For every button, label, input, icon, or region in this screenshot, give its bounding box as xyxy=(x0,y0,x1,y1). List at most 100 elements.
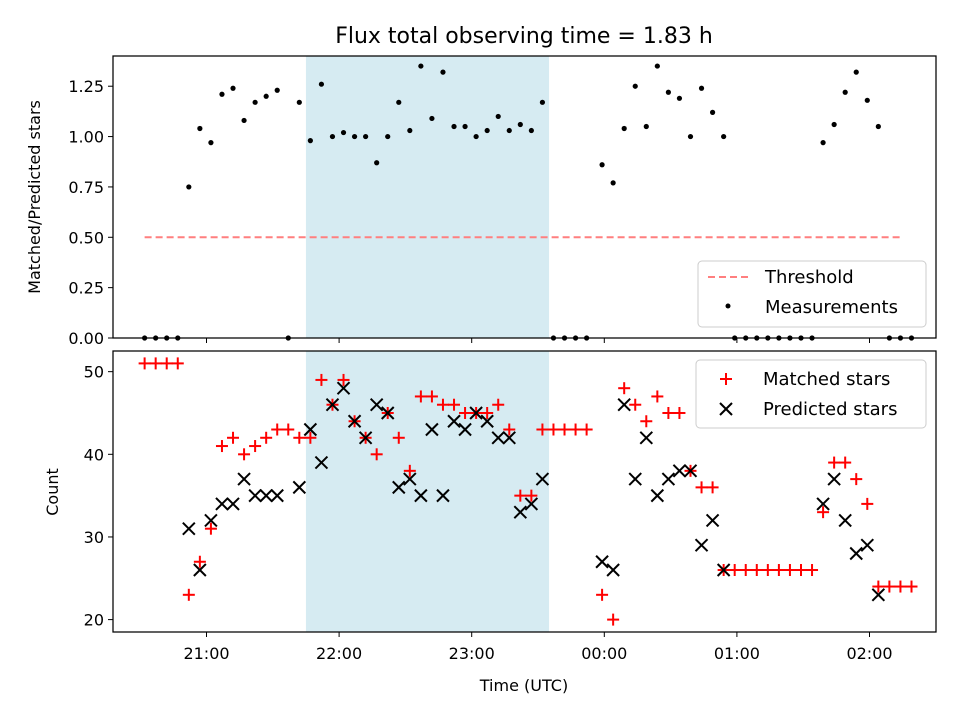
predicted-point xyxy=(259,488,273,503)
top-axes-frame xyxy=(112,55,937,339)
predicted-point xyxy=(204,513,218,528)
matched-point xyxy=(558,423,571,436)
measurement-point xyxy=(307,138,313,144)
measurement-point xyxy=(396,99,402,105)
predicted-point xyxy=(683,464,698,478)
matched-point xyxy=(640,415,653,428)
x-tick-label: 01:00 xyxy=(714,644,760,663)
matched-point xyxy=(618,382,631,395)
y-tick-label: 0.50 xyxy=(68,228,104,247)
top-y-axis-ticks: 0.00 0.25 0.50 0.75 1.00 1.25 xyxy=(68,77,113,348)
predicted-point xyxy=(436,488,450,503)
measurement-point xyxy=(621,125,627,132)
matched-point xyxy=(817,506,830,519)
predicted-point xyxy=(215,497,229,511)
matched-point xyxy=(525,489,538,502)
predicted-point xyxy=(270,488,284,503)
predicted-point xyxy=(292,480,307,495)
matched-point xyxy=(894,580,907,593)
legend-measurements-swatch xyxy=(725,303,731,309)
measurement-point xyxy=(363,133,369,140)
measurement-point xyxy=(252,99,258,105)
bottom-legend: Matched stars Predicted stars xyxy=(695,359,927,429)
measurement-point xyxy=(698,85,705,91)
matched-point xyxy=(629,398,642,411)
measurement-point xyxy=(340,129,347,136)
matched-point xyxy=(839,456,852,469)
matched-point xyxy=(772,564,785,577)
y-tick-label: 1.25 xyxy=(68,77,104,96)
measurement-point xyxy=(274,87,280,93)
matched-point xyxy=(271,423,284,436)
predicted-point xyxy=(606,563,620,577)
measurement-point xyxy=(374,160,380,166)
matched-point xyxy=(536,423,549,436)
predicted-point xyxy=(347,414,362,428)
bottom-x-axis-ticks: 21:00 22:00 23:00 00:00 01:00 02:00 xyxy=(183,632,893,663)
predicted-point xyxy=(513,505,528,519)
matched-point xyxy=(905,580,918,593)
measurement-point xyxy=(665,89,671,95)
matched-point xyxy=(403,464,416,477)
matched-point xyxy=(828,456,841,469)
x-tick-label: 21:00 xyxy=(183,644,229,663)
predicted-point xyxy=(595,555,609,569)
y-tick-label: 0.00 xyxy=(68,329,104,348)
top-highlight-span xyxy=(305,56,550,338)
predicted-point xyxy=(336,381,351,395)
legend-predicted-label: Predicted stars xyxy=(763,399,897,420)
measurement-point xyxy=(329,133,336,140)
matched-point xyxy=(459,406,472,419)
matched-point xyxy=(193,555,206,568)
matched-point xyxy=(492,398,505,411)
matched-point xyxy=(607,613,620,626)
predicted-point xyxy=(871,588,886,602)
predicted-point xyxy=(535,472,550,486)
measurement-point xyxy=(351,133,358,140)
measurement-point xyxy=(296,99,302,105)
matched-point xyxy=(761,564,774,577)
matched-point xyxy=(249,440,262,453)
measurement-point xyxy=(440,69,446,75)
y-tick-label: 20 xyxy=(84,611,104,630)
matched-point xyxy=(204,522,217,535)
predicted-point xyxy=(650,488,665,503)
measurement-point xyxy=(654,63,660,69)
measurement-point xyxy=(241,117,247,124)
top-panel: 0.00 0.25 0.50 0.75 1.00 1.25 Matched/Predict… xyxy=(25,55,937,348)
predicted-point xyxy=(193,563,207,577)
matched-point xyxy=(392,431,405,444)
matched-point xyxy=(806,564,819,577)
predicted-point xyxy=(661,472,676,486)
matched-point xyxy=(293,431,306,444)
predicted-point xyxy=(860,538,874,552)
measurement-point xyxy=(831,121,837,128)
predicted-point xyxy=(827,472,841,486)
x-tick-label: 00:00 xyxy=(581,644,627,663)
matched-point xyxy=(160,357,173,370)
matched-point xyxy=(569,423,582,436)
matched-point xyxy=(370,448,383,461)
predicted-point xyxy=(458,422,472,437)
series-predicted-stars xyxy=(182,381,886,602)
measurement-point xyxy=(643,123,649,130)
predicted-point xyxy=(628,472,642,486)
measurement-point xyxy=(462,123,468,130)
predicted-point xyxy=(838,513,852,528)
matched-point xyxy=(695,481,708,494)
measurement-point xyxy=(721,133,727,140)
measurement-point xyxy=(208,140,214,146)
top-legend-box xyxy=(697,260,927,328)
matched-point xyxy=(750,564,763,577)
measurement-point xyxy=(864,97,870,103)
predicted-point xyxy=(237,472,251,486)
predicted-point xyxy=(325,398,340,412)
bottom-y-axis-label: Count xyxy=(43,468,62,516)
matched-point xyxy=(304,431,317,444)
matched-point xyxy=(282,423,295,436)
measurement-point xyxy=(473,133,479,140)
top-x-axis-ticks xyxy=(206,338,870,343)
x-tick-label: 23:00 xyxy=(449,644,495,663)
matched-point xyxy=(596,588,609,601)
